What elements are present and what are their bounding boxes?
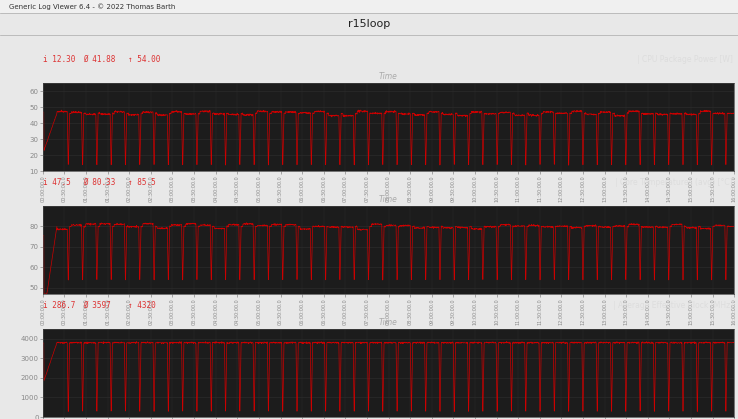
Text: ↑ 85.5: ↑ 85.5	[128, 178, 156, 187]
Text: i 12.30: i 12.30	[43, 55, 75, 64]
Text: Ø 80.33: Ø 80.33	[83, 178, 116, 187]
Text: ↑ 54.00: ↑ 54.00	[128, 55, 160, 64]
Text: | Average Effective Clock [MHz]: | Average Effective Clock [MHz]	[613, 301, 733, 310]
Text: i 286.7: i 286.7	[43, 301, 75, 310]
Text: r15loop: r15loop	[348, 19, 390, 29]
Text: Time: Time	[379, 195, 398, 204]
Text: i 47.5: i 47.5	[43, 178, 71, 187]
Text: Ø 3597: Ø 3597	[83, 301, 111, 310]
Text: | CPU Package Power [W]: | CPU Package Power [W]	[637, 55, 733, 64]
Text: | Core Temperatures (avg) [°C]: | Core Temperatures (avg) [°C]	[615, 178, 733, 187]
Text: ↑ 4320: ↑ 4320	[128, 301, 156, 310]
Text: Generic Log Viewer 6.4 - © 2022 Thomas Barth: Generic Log Viewer 6.4 - © 2022 Thomas B…	[9, 3, 175, 10]
Text: Time: Time	[379, 72, 398, 81]
Text: Time: Time	[379, 318, 398, 327]
Text: Ø 41.88: Ø 41.88	[83, 55, 116, 64]
